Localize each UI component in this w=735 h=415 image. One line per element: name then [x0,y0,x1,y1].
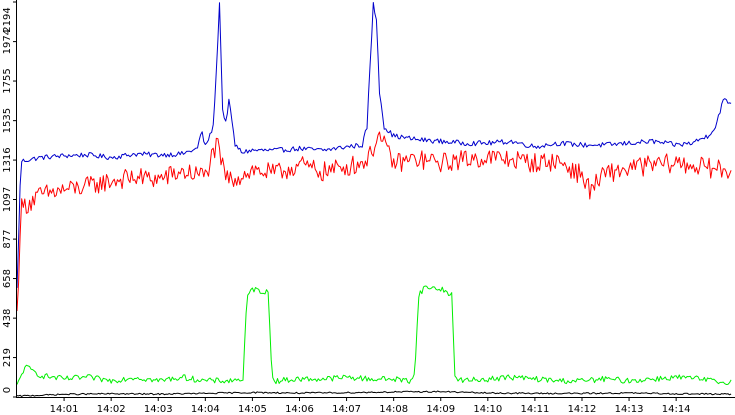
y-tick-label: 1535 [2,108,13,133]
y-tick-label: 1316 [2,147,13,172]
series-line-4 [16,390,732,397]
x-tick-label: 14:05 [238,404,267,415]
y-tick-label: 877 [2,230,13,249]
y-tick-label: 219 [2,348,13,367]
x-tick-label: 14:01 [50,404,79,415]
series-line-1 [16,2,732,288]
x-tick-label: 14:11 [520,404,549,415]
x-tick-label: 14:06 [285,404,314,415]
series-line-2 [16,131,732,312]
y-tick-label: 0 [2,387,13,393]
x-tick-label: 14:13 [615,404,644,415]
x-tick-label: 14:12 [568,404,597,415]
y-tick-label: 658 [2,269,13,288]
series-line-3 [16,285,732,385]
y-tick-label: 1097 [2,187,13,212]
x-axis: 14:01 14:02 14:03 14:04 14:05 14:06 14:07 14:08… [50,397,691,415]
x-tick-label: 14:14 [662,404,691,415]
x-tick-label: 14:03 [144,404,173,415]
series-layer [16,2,732,397]
x-tick-label: 14:07 [332,404,361,415]
x-tick-label: 14:04 [191,404,220,415]
x-tick-label: 14:08 [379,404,408,415]
y-tick-label: 438 [2,309,13,328]
y-tick-label: 2194 [2,7,13,32]
x-tick-label: 14:09 [426,404,455,415]
x-tick-label: 14:02 [97,404,126,415]
y-tick-label: 1974 [2,29,13,54]
y-tick-label: 1755 [2,68,13,93]
x-tick-label: 14:10 [473,404,502,415]
